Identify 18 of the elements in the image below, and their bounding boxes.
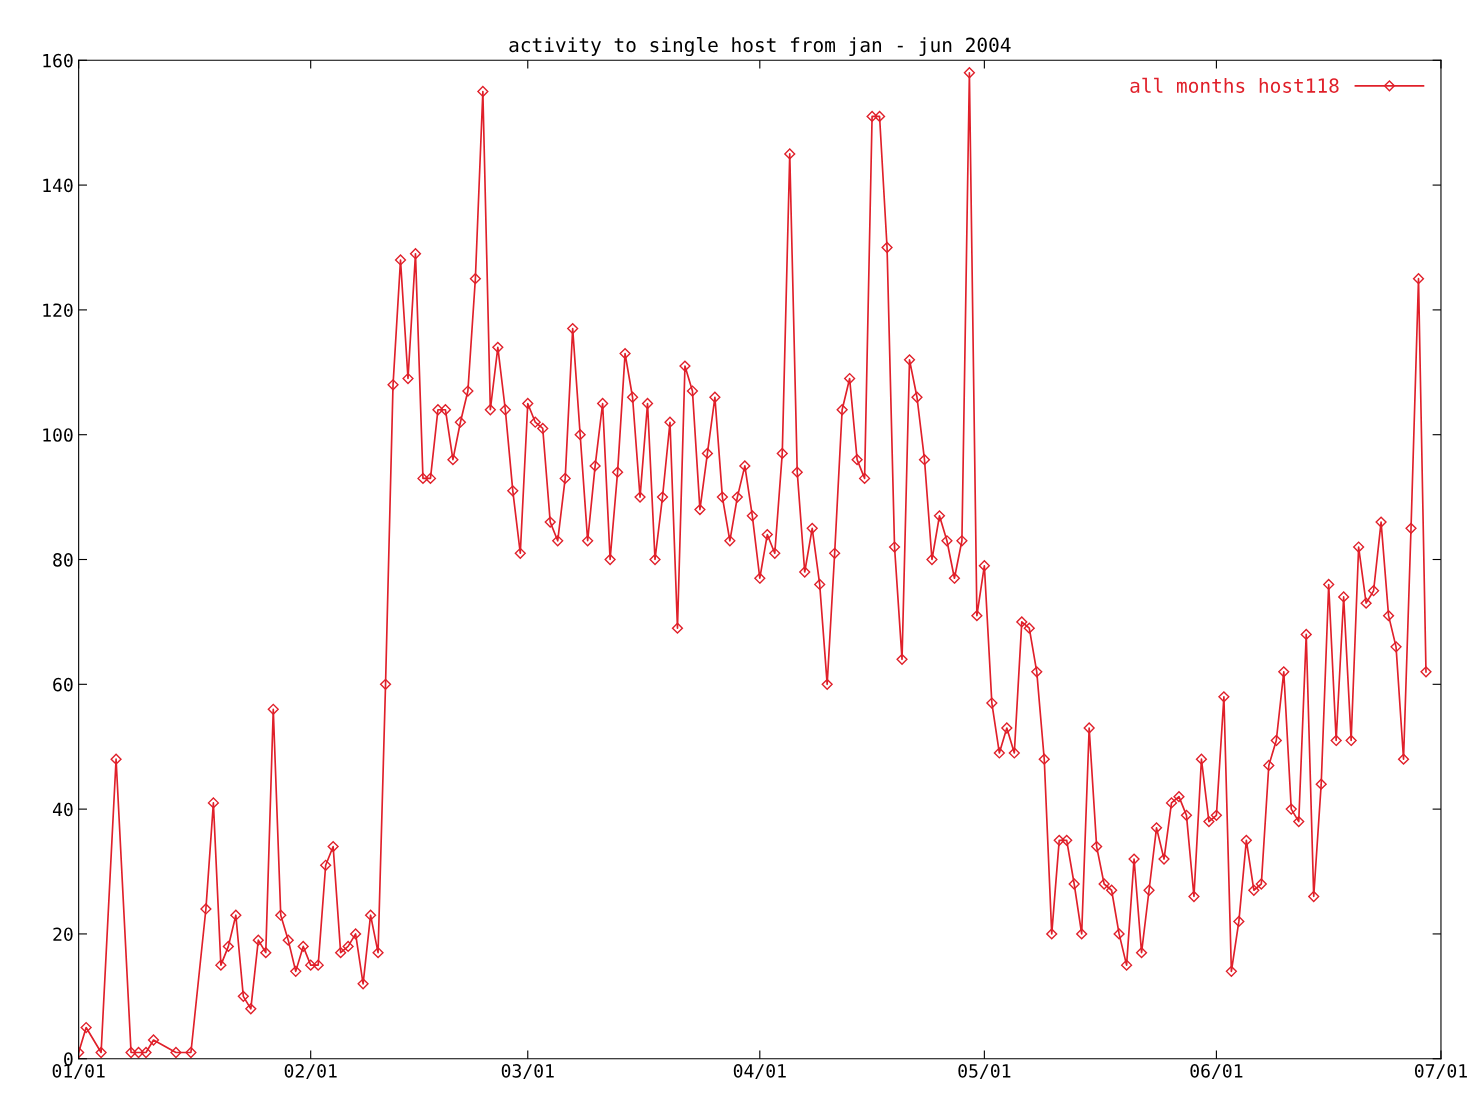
x-tick-label: 05/01 (958, 1064, 1011, 1080)
x-tick-label: 03/01 (501, 1064, 554, 1080)
x-tick-label: 06/01 (1190, 1064, 1243, 1080)
y-tick-label: 120 (43, 303, 73, 318)
x-tick-label: 02/01 (284, 1064, 337, 1080)
y-tick-label: 20 (53, 927, 73, 942)
x-tick-label: 01/01 (52, 1064, 105, 1080)
y-tick-label: 40 (52, 802, 73, 817)
y-tick-label: 80 (53, 553, 73, 567)
x-tick-label: 07/01 (1414, 1064, 1467, 1080)
y-tick-label: 140 (43, 178, 73, 193)
legend-label: all months host118 (1130, 77, 1339, 93)
y-tick-label: 100 (43, 428, 73, 442)
y-tick-label: 60 (53, 677, 73, 692)
y-tick-label: 0 (64, 1052, 73, 1066)
chart-title: activity to single host from jan - jun 2004 (509, 37, 1011, 57)
y-tick-label: 160 (43, 53, 73, 68)
x-tick-label: 04/01 (733, 1064, 786, 1080)
